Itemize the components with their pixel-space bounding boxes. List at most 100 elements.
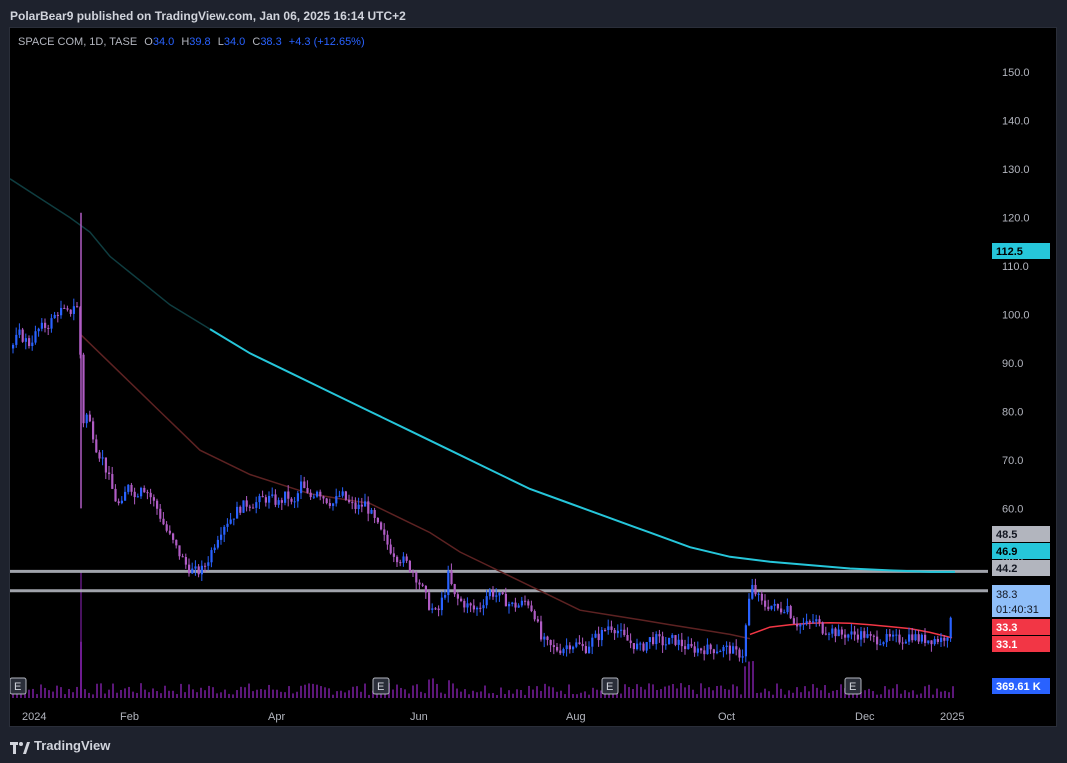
candle-body <box>114 488 117 502</box>
candle-body <box>703 650 706 655</box>
volume-bar <box>232 694 234 698</box>
volume-bar <box>204 690 206 698</box>
x-tick-label: Aug <box>566 711 586 723</box>
volume-bar <box>52 691 54 698</box>
x-tick-label: Feb <box>120 711 139 723</box>
candle-body <box>840 629 843 635</box>
candle-body <box>216 539 219 548</box>
volume-bar <box>812 684 814 698</box>
volume-bar <box>40 684 42 698</box>
volume-bar <box>36 694 38 698</box>
price-chart[interactable]: 150.0 140.0 130.0 120.0 110.0 100.0 90.0 80.0 70… <box>10 28 1057 727</box>
candle-body <box>367 501 370 514</box>
candle-body <box>658 634 661 637</box>
volume-bar <box>628 687 630 698</box>
publish-header: PolarBear9 published on TradingView.com,… <box>10 9 406 23</box>
candle-body <box>396 556 399 563</box>
candle-body <box>869 634 872 636</box>
candle-body <box>152 497 155 501</box>
volume-bar <box>744 666 746 698</box>
candle-body <box>872 635 875 637</box>
candle-body <box>732 646 735 654</box>
volume-bar <box>108 689 110 698</box>
candle-body <box>815 619 818 622</box>
candle-body <box>770 605 773 610</box>
volume-bar <box>548 686 550 698</box>
candle-body <box>437 608 440 611</box>
candle-body <box>303 481 306 488</box>
candle-body <box>194 566 197 569</box>
volume-bar <box>192 689 194 698</box>
candle-body <box>248 506 251 508</box>
candle-body <box>901 642 904 644</box>
volume-bar <box>328 688 330 698</box>
volume-bar <box>148 692 150 698</box>
volume-bar <box>308 683 310 698</box>
volume-bar <box>916 694 918 698</box>
footer-brand[interactable]: TradingView <box>10 736 110 756</box>
candle-body <box>751 584 754 599</box>
volume-bar <box>152 688 154 698</box>
candle-body <box>927 640 930 643</box>
volume-bar <box>356 686 358 698</box>
candle-body <box>850 631 853 635</box>
volume-bar <box>656 690 658 698</box>
volume-bar <box>424 693 426 698</box>
candle-body <box>632 643 635 650</box>
volume-bar <box>632 689 634 698</box>
volume-bar <box>892 688 894 698</box>
candle-body <box>88 414 91 422</box>
candle-body <box>373 510 376 518</box>
candle-body <box>447 570 450 596</box>
volume-bar <box>116 692 118 698</box>
volume-bar <box>792 692 794 698</box>
volume-bar <box>304 684 306 698</box>
close-label: C <box>252 36 261 48</box>
volume-bar <box>184 692 186 698</box>
price-label-ma200: 112.5 <box>992 243 1050 259</box>
volume-bar <box>132 691 134 698</box>
chart-frame[interactable]: 150.0 140.0 130.0 120.0 110.0 100.0 90.0 80.0 70… <box>9 27 1057 727</box>
volume-bar <box>864 690 866 698</box>
volume-bar <box>776 683 778 698</box>
y-tick-label: 100.0 <box>1002 310 1030 322</box>
candle-body <box>34 331 37 343</box>
volume-bar <box>56 685 58 698</box>
volume-bar <box>468 694 470 698</box>
y-tick-label: 90.0 <box>1002 358 1023 370</box>
price-label-box <box>992 243 1050 259</box>
volume-bar <box>348 690 350 698</box>
candle-body <box>504 593 507 607</box>
volume-bar <box>668 685 670 698</box>
candle-body <box>844 634 847 638</box>
volume-bar <box>804 686 806 698</box>
candle-body <box>808 621 811 623</box>
candle-body <box>31 342 34 347</box>
candle-body <box>325 498 328 504</box>
candle-body <box>911 634 914 641</box>
countdown-text: 01:40:31 <box>996 604 1039 616</box>
price-label-text: 46.9 <box>996 546 1017 558</box>
candle-body <box>101 457 104 459</box>
volume-bar <box>372 690 374 698</box>
price-label-box <box>992 526 1050 542</box>
candle-body <box>364 501 367 507</box>
candle-body <box>418 582 421 585</box>
candle-body <box>479 607 482 609</box>
volume-bar <box>836 689 838 698</box>
volume-bar <box>296 691 298 698</box>
x-tick-label: Apr <box>268 711 285 723</box>
footer-brand-label: TradingView <box>34 738 111 753</box>
volume-bar <box>492 693 494 698</box>
candle-body <box>671 635 674 638</box>
candle-body <box>50 318 53 329</box>
volume-bar <box>528 685 530 698</box>
candle-body <box>66 308 69 310</box>
volume-bar <box>688 685 690 698</box>
y-tick-label: 110.0 <box>1002 261 1029 273</box>
price-label-text: 369.61 K <box>996 681 1041 693</box>
volume-bar <box>100 683 102 698</box>
volume-bar <box>764 688 766 698</box>
volume-bar <box>584 691 586 698</box>
volume-bar <box>300 685 302 698</box>
